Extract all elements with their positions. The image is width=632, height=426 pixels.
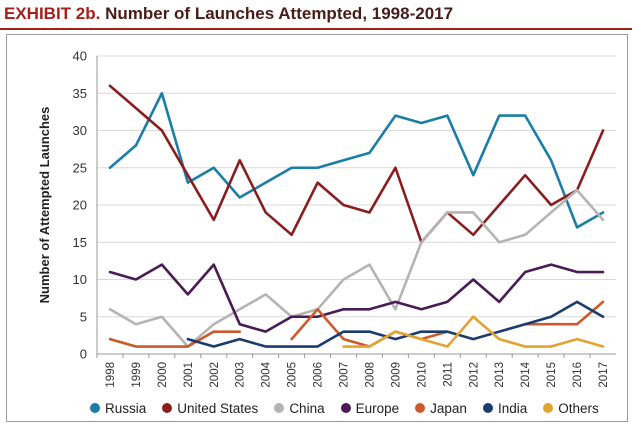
x-tick-label: 2012 — [468, 362, 480, 388]
exhibit-label: EXHIBIT 2b. — [4, 4, 101, 23]
legend-label: China — [289, 400, 325, 416]
legend-item-russia: Russia — [90, 401, 146, 416]
y-tick-label: 15 — [73, 235, 87, 250]
x-tick-label: 2001 — [183, 362, 195, 388]
x-tick-label: 2013 — [494, 362, 506, 388]
x-tick-label: 2006 — [313, 362, 325, 388]
x-tick-label: 2014 — [520, 361, 532, 387]
title-rule — [0, 28, 632, 30]
x-tick-label: 2005 — [287, 362, 299, 388]
y-tick-label: 40 — [73, 49, 87, 64]
legend-item-others: Others — [543, 401, 599, 416]
y-tick-label: 0 — [80, 347, 87, 362]
legend-swatch — [482, 403, 493, 413]
y-tick-label: 25 — [73, 160, 87, 175]
y-axis-ticks: 0 5 10 15 20 25 30 35 40 — [73, 49, 87, 362]
series-line-russia — [108, 91, 605, 229]
x-tick-label: 2010 — [416, 362, 428, 388]
chart-title: EXHIBIT 2b. Number of Launches Attempted… — [4, 4, 453, 24]
y-tick-label: 20 — [73, 198, 87, 213]
legend-swatch — [543, 403, 554, 413]
x-tick-label: 2000 — [157, 362, 169, 388]
legend-label: Europe — [355, 400, 400, 416]
series-line-europe — [108, 263, 605, 333]
y-tick-label: 10 — [73, 272, 87, 287]
x-tick-label: 2017 — [598, 362, 610, 388]
x-tick-label: 2003 — [235, 362, 247, 388]
legend: Russia United States China Europe Japan India… — [90, 398, 599, 418]
title-bar: EXHIBIT 2b. Number of Launches Attempted… — [0, 0, 632, 30]
x-tick-label: 2004 — [261, 361, 273, 387]
y-tick-label: 30 — [73, 123, 87, 138]
x-tick-label: 2016 — [572, 362, 584, 388]
x-tick-label: 2011 — [442, 362, 454, 387]
series-line-japan — [108, 330, 242, 348]
x-tick-label: 2008 — [364, 362, 376, 388]
legend-item-united-states: United States — [162, 401, 258, 416]
chart-frame — [6, 34, 628, 422]
legend-swatch — [274, 403, 285, 413]
legend-item-europe: Europe — [340, 400, 400, 416]
y-axis-label: Number of Attempted Launches — [37, 107, 52, 304]
y-tick-label: 35 — [73, 86, 87, 101]
legend-label: India — [497, 400, 528, 416]
legend-item-india: India — [482, 400, 528, 416]
legend-item-japan: Japan — [415, 401, 467, 416]
legend-label: United States — [177, 400, 259, 416]
legend-swatch — [90, 403, 100, 413]
x-tick-label: 2007 — [339, 362, 351, 388]
series-line-india — [186, 300, 605, 348]
legend-item-china: China — [274, 400, 325, 416]
legend-label: Others — [558, 400, 599, 416]
x-axis-ticks: 1998 1999 2000 2001 2002 2003 2004 2005 2006 2007… — [96, 354, 610, 388]
series-lines — [108, 84, 605, 348]
series-line-japan — [523, 300, 605, 326]
series-line-united-states — [108, 84, 605, 244]
y-tick-label: 5 — [80, 309, 87, 324]
legend-swatch — [340, 403, 351, 413]
legend-swatch — [162, 403, 173, 413]
legend-label: Japan — [430, 400, 467, 416]
legend-label: Russia — [105, 400, 147, 416]
x-tick-label: 2009 — [390, 362, 402, 388]
series-line-others — [342, 315, 605, 348]
title-text: Number of Launches Attempted, 1998-2017 — [105, 4, 454, 23]
x-tick-label: 1999 — [131, 362, 143, 388]
x-tick-label: 2015 — [546, 362, 558, 388]
legend-swatch — [415, 403, 426, 413]
x-tick-label: 1998 — [105, 362, 117, 388]
x-tick-label: 2002 — [209, 362, 221, 388]
